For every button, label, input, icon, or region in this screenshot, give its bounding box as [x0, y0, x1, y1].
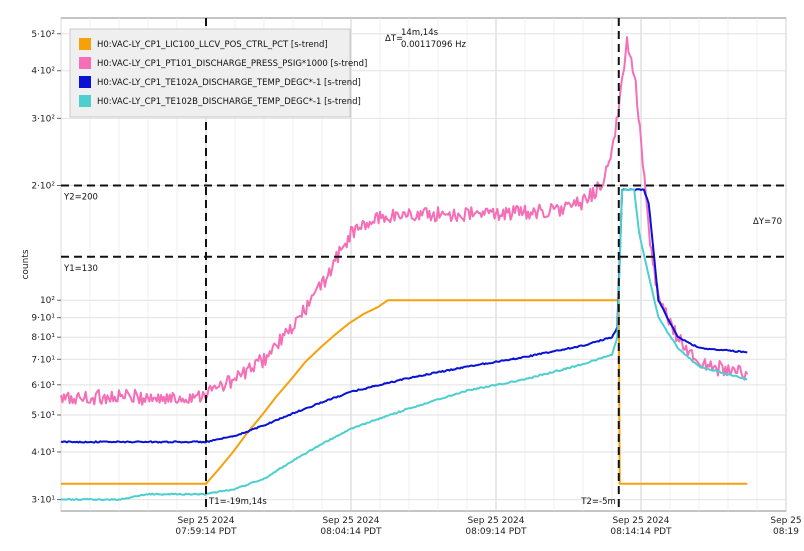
series-line — [60, 188, 748, 502]
x-tick-time: 08:14:14 PDT — [610, 527, 672, 537]
x-tick-time: 07:59:14 PDT — [175, 527, 237, 537]
y-tick-label: 6·10¹ — [31, 381, 55, 391]
y-tick-label: 3·10² — [31, 114, 55, 124]
legend-swatch — [79, 95, 91, 107]
legend-label: H0:VAC-LY_CP1_PT101_DISCHARGE_PRESS_PSIG… — [97, 59, 367, 69]
delta-t-prefix: ΔT= — [385, 34, 403, 44]
delta-t-frequency: 0.00117096 Hz — [401, 40, 466, 50]
x-tick-date: Sep 25 2024 — [177, 516, 234, 526]
cursor-t2-label: T2=-5m — [580, 497, 615, 507]
y-tick-label: 4·10¹ — [31, 448, 55, 458]
y-tick-label: 4·10² — [31, 67, 55, 77]
legend-swatch — [79, 57, 91, 69]
series-line — [61, 299, 748, 485]
y-tick-label: 5·10² — [31, 30, 55, 40]
x-tick-date: Sep 25 2024 — [322, 516, 379, 526]
x-tick-time: 08:09:14 PDT — [465, 527, 527, 537]
y-tick-label: 9·10¹ — [31, 314, 55, 324]
x-tick-date: Sep 25 2024 — [612, 516, 669, 526]
cursor-y1-label: Y1=130 — [63, 264, 98, 274]
y-tick-label: 3·10¹ — [31, 496, 55, 506]
y-tick-label: 7·10¹ — [31, 355, 55, 365]
legend-label: H0:VAC-LY_CP1_TE102B_DISCHARGE_TEMP_DEGC… — [97, 97, 361, 107]
series-line — [60, 36, 749, 406]
x-tick-date: Sep 25 — [770, 516, 801, 526]
cursor-t1-label: T1=-19m,14s — [208, 497, 267, 507]
y-tick-label: 8·10¹ — [31, 333, 55, 343]
delta-t-value: 14m,14s — [401, 28, 439, 38]
cursor-y2-label: Y2=200 — [63, 192, 98, 202]
x-tick-time: 08:04:14 PDT — [320, 527, 382, 537]
delta-y-label: ΔY=70 — [753, 217, 782, 227]
y-tick-label: 2·10² — [31, 181, 55, 191]
legend-swatch — [79, 38, 91, 50]
legend-label: H0:VAC-LY_CP1_LIC100_LLCV_POS_CTRL_PCT [… — [97, 40, 328, 50]
y-tick-label: 5·10¹ — [31, 411, 55, 421]
legend-label: H0:VAC-LY_CP1_TE102A_DISCHARGE_TEMP_DEGC… — [97, 78, 361, 88]
x-tick-date: Sep 25 2024 — [467, 516, 524, 526]
legend-swatch — [79, 76, 91, 88]
y-tick-label: 10² — [40, 296, 55, 306]
x-tick-time: 08:19 — [773, 527, 799, 537]
legend — [69, 28, 351, 118]
y-axis-label: counts — [21, 249, 31, 279]
